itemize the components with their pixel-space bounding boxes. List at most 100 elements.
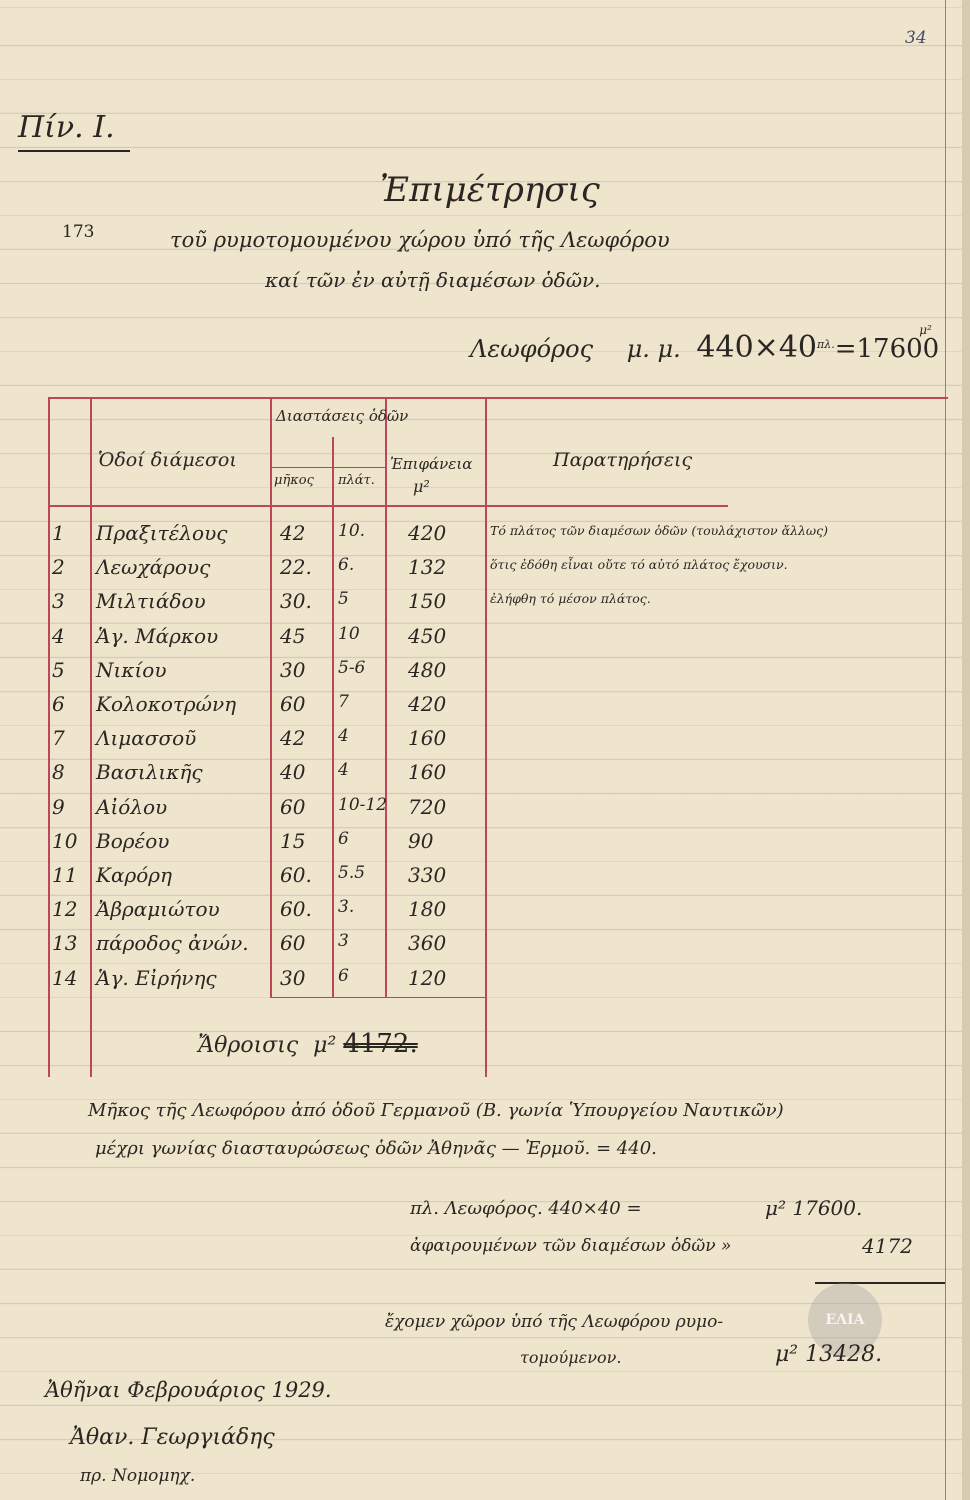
row-number: 4 [52,623,65,648]
header-bottom-rule [48,505,728,507]
calc-rule [815,1282,945,1284]
place-date: Ἀθῆναι Φεβρουάριος 1929. [45,1378,332,1402]
table-row: 6 Κολοκοτρώνη 60 7 420 [48,688,508,722]
street-area: 450 [408,623,447,648]
table-row: 7 Λιμασσοῦ 42 4 160 [48,722,508,756]
table-row: 10 Βορέου 15 6 90 [48,825,508,859]
col-rule [90,397,92,1077]
avenue-formula: 440×40 [696,330,817,365]
table-label-underline [18,150,130,152]
calc-line-1-value: μ² 17600. [765,1196,863,1220]
table-row: 1 Πραξιτέλους 42 10. 420 [48,517,508,551]
avenue-sup-width: πλ. [817,338,835,351]
avenue-label: Λεωφόρος [470,335,594,363]
total-unit: μ² [313,1033,337,1058]
table-row: 5 Νικίου 30 5-6 480 [48,654,508,688]
header-area: Ἐπιφάνεια [390,455,473,473]
table-row: 8 Βασιλικῆς 40 4 160 [48,756,508,790]
row-number: 8 [52,760,65,785]
subtitle-line-1: τοῦ ρυμοτομουμένου χώρου ὑπό τῆς Λεωφόρο… [170,228,670,252]
street-area: 160 [408,726,447,751]
signature-title: πρ. Νομομηχ. [80,1466,196,1486]
row-number: 1 [52,521,65,545]
street-area: 720 [408,794,447,819]
street-length: 15 [280,828,306,853]
street-name: Κολοκοτρώνη [96,692,237,716]
street-width: 10 [338,623,360,644]
row-number: 13 [52,931,78,956]
street-width: 10-12 [338,794,388,815]
calc-line-2-label: ἀφαιρουμένων τῶν διαμέσων ὁδῶν » [410,1236,732,1256]
street-area: 90 [408,828,434,853]
street-area: 360 [408,931,447,956]
street-name: Ἁγ. Μάρκου [96,623,219,648]
avenue-unit: μ. μ. [626,335,681,363]
street-name: πάροδος ἀνών. [96,931,249,956]
street-length: 60 [280,931,306,956]
header-dimensions: Διαστάσεις ὁδῶν [276,407,409,425]
table-row: 3 Μιλτιάδου 30. 5 150 [48,585,508,619]
street-width: 6 [338,828,349,849]
total-value: 4172. [343,1029,418,1059]
street-width: 4 [338,760,349,781]
page-number: 34 [905,28,927,48]
street-length: 60. [280,897,312,922]
street-name: Αἰόλου [96,794,168,819]
street-width: 5 [338,589,349,610]
table-row: 2 Λεωχάρους 22. 6. 132 [48,551,508,585]
calc-result-value: μ² 13428. [775,1342,883,1367]
street-length: 45 [280,623,306,648]
document-title: Ἐπιμέτρησις [380,170,600,210]
total-row: Ἄθροισις μ² 4172. [198,1029,418,1059]
street-area: 480 [408,657,447,682]
street-name: Καρόρη [96,863,172,887]
street-name: Βασιλικῆς [96,760,203,785]
avenue-sup-unit: μ² [919,323,932,337]
total-label: Ἄθροισις [198,1033,299,1058]
header-length: μῆκος [274,473,314,488]
row-number: 3 [52,589,65,614]
street-width: 6 [338,965,349,986]
street-length: 30. [280,589,312,614]
street-area: 160 [408,760,447,785]
header-streets: Ὁδοί διάμεσοι [98,449,237,471]
street-length: 60. [280,863,312,887]
street-length: 42 [280,521,306,545]
remark-line-3: ἐλήφθη τό μέσον πλάτος. [490,591,651,606]
street-name: Μιλτιάδου [96,589,206,614]
street-table: Ὁδοί διάμεσοι Διαστάσεις ὁδῶν μῆκος πλάτ… [48,397,948,1077]
subtitle-line-2: καί τῶν ἐν αὐτῇ διαμέσων ὁδῶν. [265,268,601,292]
length-note-line-1: Μῆκος τῆς Λεωφόρου ἀπό ὁδοῦ Γερμανοῦ (Β.… [88,1100,784,1121]
street-name: Ἀβραμιώτου [96,897,220,922]
row-number: 6 [52,692,65,716]
row-number: 10 [52,828,78,853]
header-width: πλάτ. [338,473,375,488]
table-row: 14 Ἁγ. Εἰρήνης 30 6 120 [48,962,508,996]
street-length: 40 [280,760,306,785]
row-number: 2 [52,555,65,580]
street-length: 30 [280,965,306,990]
street-area: 180 [408,897,447,922]
table-row: 9 Αἰόλου 60 10-12 720 [48,791,508,825]
archive-stamp: ΕΛΙΑ [808,1283,882,1357]
street-name: Ἁγ. Εἰρήνης [96,965,217,990]
calc-result-line-2: τομούμενον. [520,1348,622,1367]
street-name: Νικίου [96,657,167,682]
street-width: 3 [338,931,349,952]
col-rule [332,437,334,997]
table-row: 13 πάροδος ἀνών. 60 3 360 [48,927,508,961]
street-length: 60 [280,692,306,716]
row-number: 9 [52,794,65,819]
street-width: 5-6 [338,657,366,678]
table-top-rule [48,397,948,399]
total-rule [270,997,485,998]
header-area-unit: μ² [413,477,430,496]
street-area: 132 [408,555,447,580]
signature-name: Ἀθαν. Γεωργιάδης [70,1425,275,1450]
street-area: 150 [408,589,447,614]
col-rule [485,397,487,1077]
street-area: 420 [408,692,447,716]
street-width: 10. [338,521,366,541]
row-number: 11 [52,863,78,887]
street-length: 42 [280,726,306,751]
